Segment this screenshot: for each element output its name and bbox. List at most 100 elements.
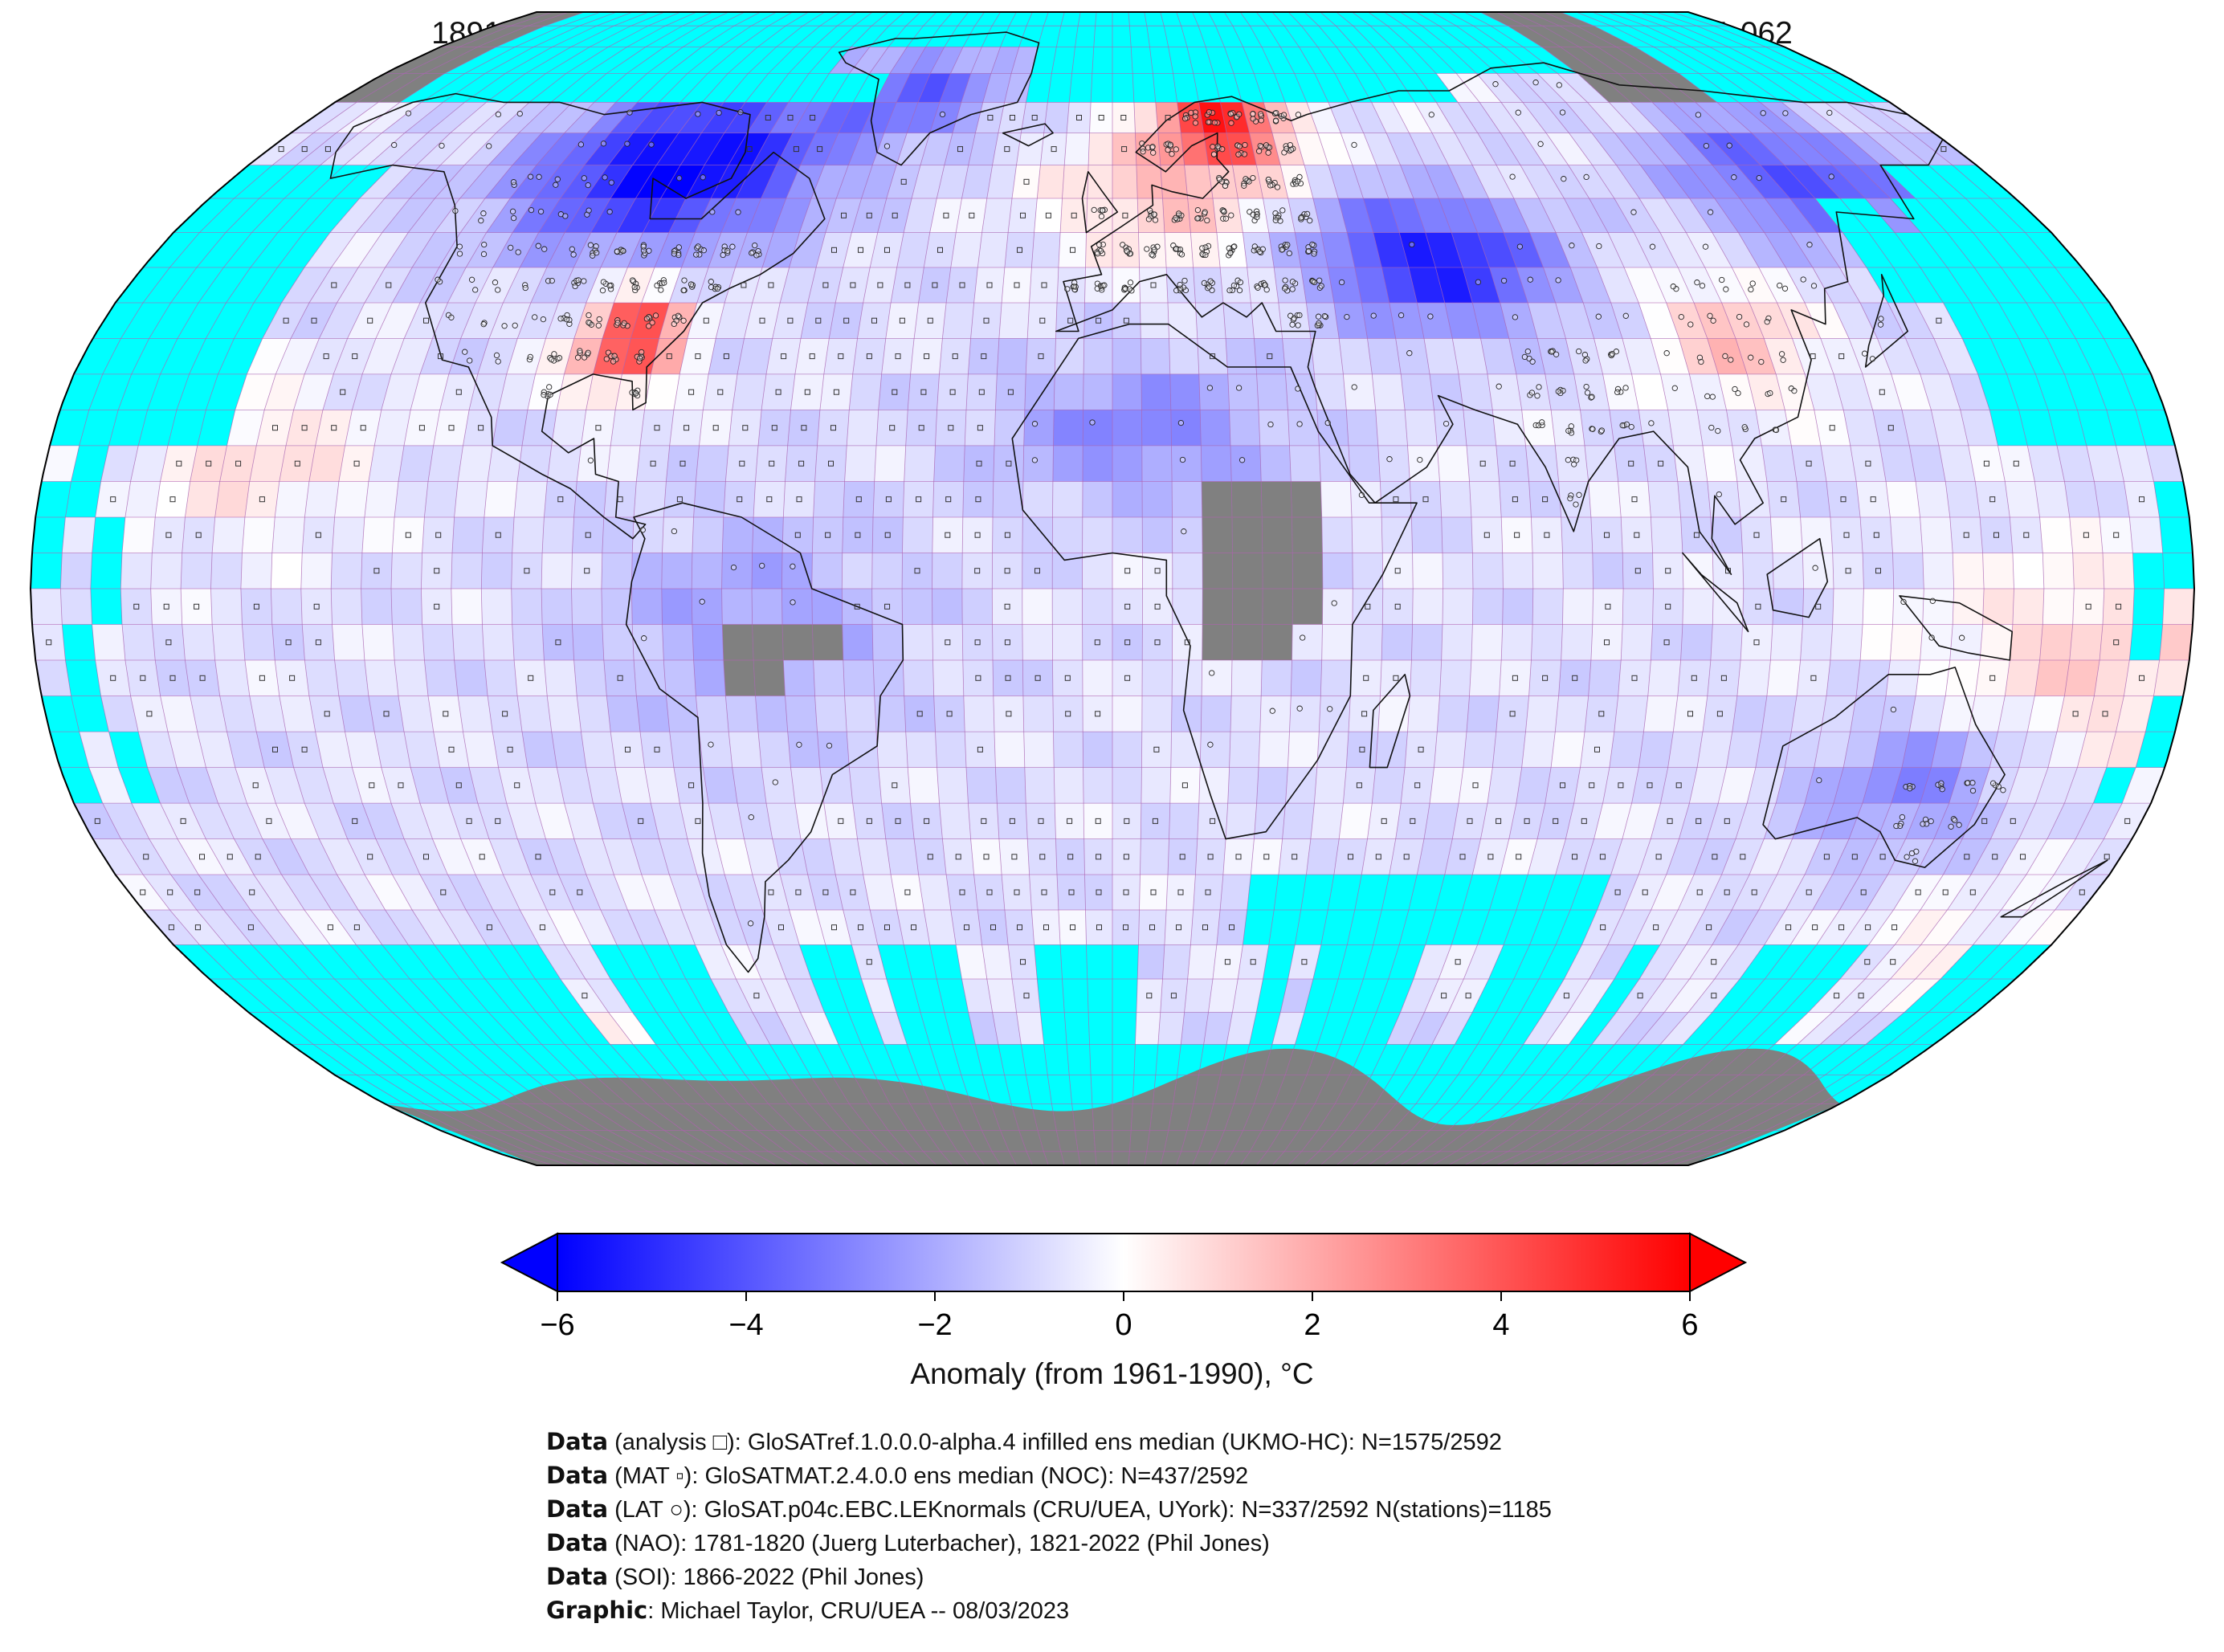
anomaly-cell — [1556, 910, 1598, 945]
anomaly-cell — [422, 517, 455, 553]
anomaly-cell — [668, 944, 712, 979]
anomaly-cell — [1755, 732, 1792, 768]
anomaly-cell — [994, 410, 1025, 446]
credit-line: Data (SOI): 1866-2022 (Phil Jones) — [546, 1560, 1912, 1594]
anomaly-cell — [377, 1075, 445, 1104]
anomaly-cell — [481, 553, 512, 589]
anomaly-cell — [1868, 1044, 1935, 1075]
anomaly-cell — [1710, 624, 1743, 660]
anomaly-cell — [223, 910, 278, 945]
anomaly-cell — [1249, 1012, 1281, 1045]
anomaly-cell — [782, 624, 814, 660]
anomaly-cell — [2064, 481, 2100, 517]
anomaly-cell — [627, 910, 669, 945]
anomaly-cell — [1022, 624, 1053, 660]
anomaly-cell — [1409, 1012, 1449, 1045]
anomaly-cell — [585, 979, 633, 1013]
anomaly-cell — [1112, 875, 1141, 910]
anomaly-cell — [1169, 767, 1201, 804]
anomaly-cell — [1170, 410, 1202, 446]
anomaly-cell — [394, 660, 428, 696]
anomaly-cell — [861, 1044, 897, 1075]
anomaly-cell — [279, 445, 316, 482]
anomaly-cell — [1971, 838, 2019, 875]
anomaly-cell — [1989, 732, 2028, 768]
anomaly-cell — [752, 624, 784, 660]
anomaly-cell — [1410, 660, 1442, 696]
anomaly-cell — [692, 553, 723, 589]
anomaly-cell — [1664, 979, 1715, 1013]
anomaly-cell — [1968, 695, 2006, 732]
anomaly-cell — [1213, 944, 1243, 979]
anomaly-cell — [1469, 481, 1502, 517]
anomaly-cell — [309, 979, 369, 1013]
anomaly-cell — [836, 979, 873, 1013]
anomaly-cell — [512, 517, 545, 553]
anomaly-cell — [581, 732, 616, 768]
anomaly-cell — [752, 553, 782, 589]
anomaly-cell — [1797, 481, 1830, 517]
anomaly-cell — [477, 803, 518, 839]
anomaly-cell — [876, 410, 908, 446]
anomaly-cell — [1472, 838, 1509, 875]
anomaly-cell — [640, 410, 674, 446]
anomaly-cell — [662, 624, 694, 660]
anomaly-cell — [2077, 732, 2116, 768]
anomaly-cell — [244, 481, 280, 517]
anomaly-cell — [732, 767, 766, 804]
anomaly-cell — [1172, 624, 1203, 660]
anomaly-cell — [50, 732, 89, 768]
anomaly-cell — [1067, 1044, 1092, 1075]
anomaly-cell — [1585, 695, 1618, 732]
anomaly-cell — [961, 589, 993, 625]
anomaly-cell — [1916, 481, 1950, 517]
anomaly-cell — [1055, 838, 1085, 875]
anomaly-cell — [849, 767, 882, 804]
anomaly-cell — [1973, 910, 2029, 945]
anomaly-cell — [1860, 624, 1893, 660]
anomaly-cell — [825, 944, 862, 979]
anomaly-cell — [1012, 979, 1041, 1013]
anomaly-cell — [814, 445, 847, 482]
anomaly-cell — [100, 695, 139, 732]
anomaly-cell — [1157, 1012, 1185, 1045]
anomaly-cell — [758, 732, 791, 768]
anomaly-cell — [434, 944, 485, 979]
anomaly-cell — [1091, 1075, 1112, 1104]
anomaly-cell — [1812, 875, 1860, 910]
anomaly-cell — [1945, 481, 1981, 517]
anomaly-cell — [152, 624, 186, 660]
anomaly-cell — [1816, 910, 1867, 945]
anomaly-cell — [35, 481, 71, 517]
anomaly-cell — [489, 838, 531, 875]
anomaly-cell — [2145, 695, 2184, 732]
credits-block: Data (analysis □): GloSATref.1.0.0.0-alp… — [546, 1426, 1912, 1628]
anomaly-cell — [1499, 660, 1532, 696]
anomaly-cell — [1083, 445, 1112, 482]
anomaly-cell — [661, 589, 692, 625]
anomaly-cell — [1922, 589, 1954, 625]
anomaly-cell — [1516, 1075, 1566, 1104]
anomaly-cell — [512, 1012, 565, 1045]
anomaly-cell — [512, 944, 561, 979]
anomaly-cell — [902, 553, 932, 589]
anomaly-cell — [615, 767, 651, 804]
anomaly-cell — [122, 624, 156, 660]
anomaly-cell — [824, 1012, 862, 1045]
anomaly-cell — [994, 732, 1025, 768]
anomaly-cell — [813, 660, 845, 696]
anomaly-cell — [1614, 944, 1660, 979]
anomaly-cell — [35, 660, 71, 696]
anomaly-cell — [1467, 445, 1500, 482]
anomaly-cell — [2100, 624, 2133, 660]
anomaly-cell — [1488, 944, 1530, 979]
anomaly-cell — [1112, 410, 1142, 446]
anomaly-cell — [542, 517, 574, 553]
anomaly-cell — [783, 660, 815, 696]
anomaly-cell — [464, 1075, 526, 1104]
anomaly-cell — [662, 517, 694, 553]
anomaly-cell — [364, 481, 398, 517]
anomaly-cell — [484, 660, 518, 696]
anomaly-cell — [968, 803, 999, 839]
anomaly-cell — [631, 589, 663, 625]
